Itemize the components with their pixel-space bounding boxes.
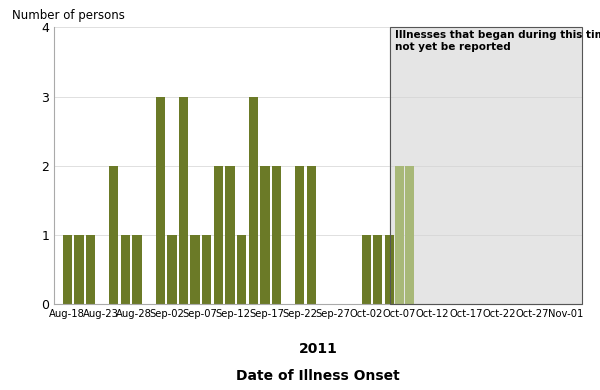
Bar — [190, 235, 200, 304]
Bar — [74, 235, 83, 304]
Bar — [202, 235, 211, 304]
Text: 2011: 2011 — [299, 342, 337, 356]
Bar — [226, 166, 235, 304]
Bar — [390, 27, 582, 304]
Bar — [404, 166, 414, 304]
Bar — [385, 235, 394, 304]
Bar — [362, 235, 371, 304]
Bar — [248, 96, 258, 304]
Bar — [86, 235, 95, 304]
Bar — [121, 235, 130, 304]
Bar — [167, 235, 176, 304]
Bar — [237, 235, 246, 304]
Bar — [214, 166, 223, 304]
Bar — [62, 235, 72, 304]
Bar — [155, 96, 165, 304]
Bar — [390, 27, 582, 304]
Bar — [395, 166, 404, 304]
Bar — [307, 166, 316, 304]
Bar — [133, 235, 142, 304]
Bar — [109, 166, 118, 304]
Bar — [260, 166, 269, 304]
Bar — [373, 235, 382, 304]
Bar — [179, 96, 188, 304]
Text: Date of Illness Onset: Date of Illness Onset — [236, 369, 400, 383]
Bar — [295, 166, 304, 304]
Text: Number of persons: Number of persons — [12, 9, 125, 22]
Bar — [272, 166, 281, 304]
Text: Illnesses that began during this time may
not yet be reported: Illnesses that began during this time ma… — [395, 30, 600, 51]
